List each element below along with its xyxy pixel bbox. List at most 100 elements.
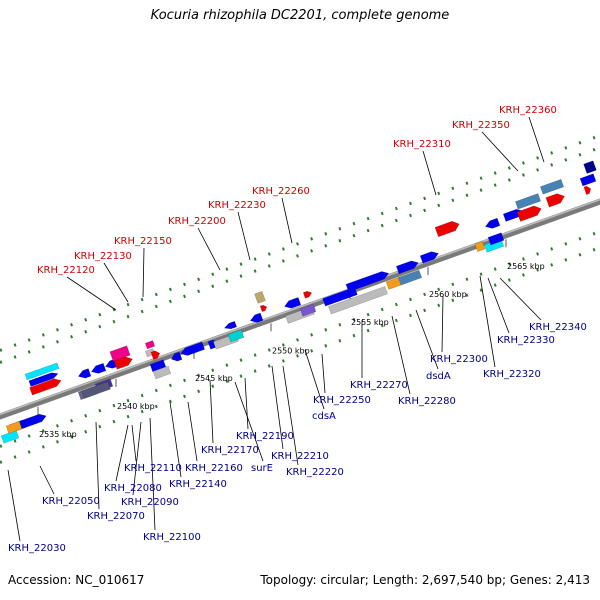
gene-shape (434, 221, 460, 238)
gene-feature (109, 345, 131, 362)
gene-shape (516, 205, 542, 222)
gene-feature (302, 291, 313, 299)
gene-feature (150, 350, 161, 360)
gene-shape (539, 178, 565, 195)
leader-line (66, 276, 117, 311)
gene-feature (434, 221, 460, 238)
gene-feature (385, 276, 403, 290)
genome-info-text: Topology: circular; Length: 2,697,540 bp… (260, 573, 590, 587)
gene-features (0, 160, 597, 444)
gene-shape (284, 297, 302, 309)
gene-feature (284, 297, 302, 309)
gene-shape (395, 260, 419, 275)
gene-shape (515, 193, 541, 210)
gene-label-lower: KRH_22070 (87, 511, 145, 522)
backbone-highlight (0, 198, 600, 416)
leader-line (132, 421, 142, 496)
leader-line (479, 275, 496, 368)
label-leader-lines (7, 116, 545, 542)
gene-shape (385, 276, 403, 290)
gene-shape (579, 173, 597, 187)
leader-line (282, 365, 299, 466)
leader-line (281, 197, 293, 244)
gene-shape (299, 303, 317, 317)
gene-shape (249, 312, 264, 323)
gene-feature (487, 232, 505, 246)
gene-shape (474, 241, 486, 252)
gene-shape (259, 304, 268, 313)
gene-feature (170, 351, 183, 362)
backbone-line (0, 198, 600, 420)
scale-tick-label: 2560 kbp (429, 290, 467, 299)
gene-feature (259, 304, 268, 313)
gene-label-lower: KRH_22330 (497, 335, 555, 346)
leader-line (149, 417, 156, 531)
gene-shape (328, 286, 388, 315)
leader-line (415, 309, 439, 370)
gene-label-upper: KRH_22200 (168, 216, 226, 227)
strand-guide-dots (0, 134, 600, 464)
gene-feature (223, 320, 237, 330)
gene-shape (150, 350, 161, 360)
gene-shape (254, 290, 266, 304)
gene-label-lower: KRH_22100 (143, 532, 201, 543)
gene-feature (474, 241, 486, 252)
guide-dots-4 (0, 246, 600, 464)
gene-label-lower: KRH_22210 (271, 451, 329, 462)
gene-feature (77, 368, 92, 379)
gene-label-lower: dsdA (426, 371, 451, 382)
gene-shape (24, 362, 60, 381)
gene-feature (579, 173, 597, 187)
guide-dots-1 (0, 134, 600, 352)
gene-feature (180, 341, 205, 356)
gene-label-lower: KRH_22030 (8, 543, 66, 554)
gene-label-upper: KRH_22130 (74, 251, 132, 262)
gene-shape (322, 286, 358, 307)
gene-feature (328, 286, 388, 315)
gene-shape (227, 329, 245, 343)
gene-shape (487, 232, 505, 246)
leader-line (271, 365, 284, 450)
gene-label-upper: KRH_22360 (499, 105, 557, 116)
gene-labels: KRH_22120 KRH_22130 KRH_22150 KRH_22200 KRH_… (8, 105, 587, 554)
scale-tick-label: 2565 kbp (507, 262, 545, 271)
gene-label-lower: KRH_22300 (430, 354, 488, 365)
gene-label-lower: KRH_22050 (42, 496, 100, 507)
gene-feature (545, 193, 565, 208)
gene-label-lower: KRH_22220 (286, 467, 344, 478)
gene-shape (152, 365, 172, 380)
guide-dots-3 (0, 230, 600, 448)
gene-feature (583, 160, 597, 174)
guide-dots-2 (0, 146, 600, 364)
leader-line (187, 401, 198, 462)
accession-text: Accession: NC_010617 (8, 573, 145, 587)
leader-line (142, 247, 145, 298)
gene-shape (223, 320, 237, 330)
leader-line (7, 469, 21, 542)
gene-label-lower: KRH_22090 (121, 497, 179, 508)
leader-line (169, 401, 182, 478)
gene-shape (113, 356, 133, 370)
gene-label-lower: surE (251, 463, 273, 474)
gene-feature (227, 329, 245, 343)
gene-feature (152, 365, 172, 380)
gene-shape (397, 269, 423, 286)
leader-line (321, 353, 326, 394)
gene-feature (539, 178, 565, 195)
leader-line (528, 116, 545, 163)
gene-label-upper: KRH_22230 (208, 200, 266, 211)
gene-label-upper: KRH_22260 (252, 186, 310, 197)
gene-shape (20, 413, 47, 429)
gene-shape (5, 420, 23, 434)
gene-shape (109, 345, 131, 362)
gene-shape (484, 217, 501, 229)
gene-feature (395, 260, 419, 275)
gene-feature (397, 269, 423, 286)
gene-feature (516, 205, 542, 222)
gene-feature (28, 372, 59, 387)
gene-label-lower: KRH_22340 (529, 322, 587, 333)
gene-shape (81, 381, 111, 399)
gene-shape (180, 341, 205, 356)
leader-line (487, 277, 510, 334)
